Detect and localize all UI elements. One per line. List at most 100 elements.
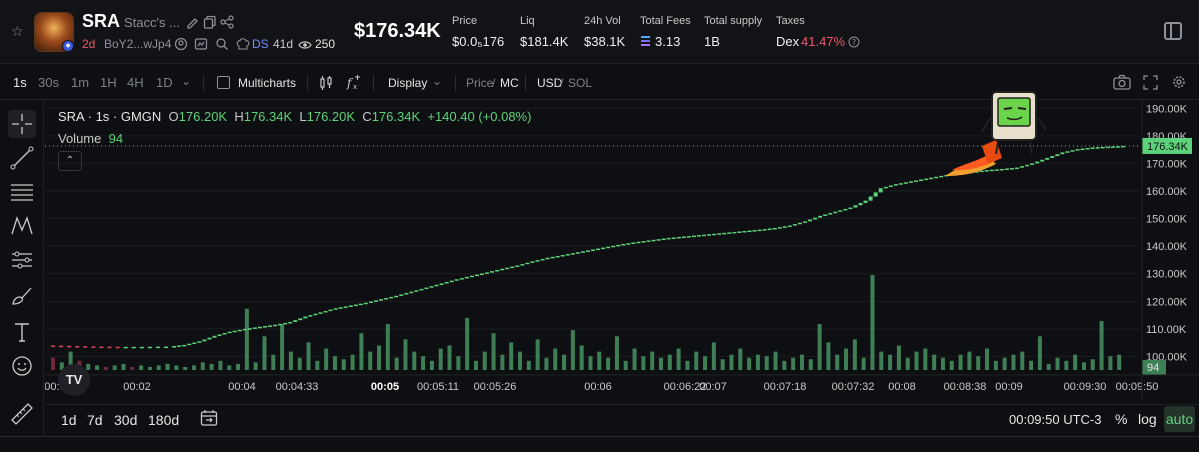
timeframe-4h[interactable]: 4H xyxy=(127,75,144,90)
price-chart[interactable]: 190.00K180.00K170.00K160.00K150.00K140.0… xyxy=(45,100,1199,400)
layout-toggle-icon[interactable] xyxy=(1164,22,1182,40)
timeframe-more-chevron-icon[interactable]: ⌄ xyxy=(181,74,192,88)
volume-bar xyxy=(1046,363,1051,370)
volume-bar xyxy=(200,362,205,370)
svg-text:x: x xyxy=(353,83,357,91)
volume-bar xyxy=(650,351,655,370)
display-dropdown[interactable]: Display xyxy=(388,76,428,90)
text-tool[interactable] xyxy=(8,318,36,346)
range-30d[interactable]: 30d xyxy=(114,412,138,428)
candle xyxy=(661,238,666,241)
ruler-tool[interactable] xyxy=(8,400,36,428)
trendline-tool[interactable] xyxy=(8,144,36,172)
multicharts-checkbox[interactable] xyxy=(217,76,230,89)
sol-toggle[interactable]: SOL xyxy=(568,76,593,90)
user-icon[interactable] xyxy=(174,37,188,51)
timeframe-30s[interactable]: 30s xyxy=(38,75,59,90)
chart-post-icon[interactable] xyxy=(194,37,208,51)
candle xyxy=(389,296,394,299)
chef-hat-icon[interactable] xyxy=(236,37,250,51)
candle xyxy=(621,243,626,246)
measure-tool[interactable] xyxy=(8,246,36,274)
price-toggle[interactable]: Price xyxy=(466,76,494,90)
candle xyxy=(510,266,515,269)
candle xyxy=(1025,164,1030,167)
help-icon[interactable]: ? xyxy=(848,36,860,48)
range-7d[interactable]: 7d xyxy=(87,412,103,428)
candle xyxy=(934,176,939,179)
mc-toggle[interactable]: MC xyxy=(500,76,519,90)
volume-bar xyxy=(280,324,285,370)
candle xyxy=(580,251,585,253)
timeframe-1m[interactable]: 1m xyxy=(71,75,90,90)
candle xyxy=(712,233,717,236)
market-cap: $176.34K xyxy=(354,20,441,42)
volume-bar xyxy=(799,354,804,370)
chain-badge-icon: ◆ xyxy=(62,40,74,52)
usd-toggle[interactable]: USD xyxy=(537,76,563,90)
candle xyxy=(828,213,833,215)
fib-tool[interactable] xyxy=(8,178,36,206)
candle xyxy=(252,327,257,329)
range-1d[interactable]: 1d xyxy=(61,412,77,428)
candle xyxy=(1050,156,1055,158)
copy-icon[interactable] xyxy=(203,15,217,29)
display-chevron-icon[interactable]: ⌄ xyxy=(432,74,443,88)
volume-bar xyxy=(967,351,972,370)
share-icon[interactable] xyxy=(220,15,234,29)
candle xyxy=(1060,152,1065,155)
candle xyxy=(343,306,348,308)
edit-icon[interactable] xyxy=(186,15,200,29)
settings-gear-icon[interactable] xyxy=(1171,74,1187,90)
candle xyxy=(172,346,177,348)
volume-bar xyxy=(518,351,523,370)
crosshair-tool[interactable] xyxy=(8,110,36,138)
candle xyxy=(237,329,242,332)
log-scale-toggle[interactable]: log xyxy=(1138,411,1157,427)
candle xyxy=(722,232,727,235)
panel-resize-handle[interactable] xyxy=(0,436,1199,452)
token-address[interactable]: BoY2...wJp4 xyxy=(104,37,172,51)
candle xyxy=(545,257,550,260)
range-180d[interactable]: 180d xyxy=(148,412,180,428)
stat-price-value: $0.0₅176 xyxy=(452,34,505,49)
expand-icon[interactable] xyxy=(1143,75,1158,90)
search-icon[interactable] xyxy=(215,37,229,51)
camera-icon[interactable] xyxy=(1113,74,1131,90)
pattern-tool[interactable] xyxy=(8,212,36,240)
volume-bar xyxy=(332,356,337,370)
brush-tool[interactable] xyxy=(8,282,36,310)
volume-bar xyxy=(570,330,575,370)
x-tick-label: 00:02 xyxy=(123,381,151,393)
candle xyxy=(283,322,288,325)
candles-icon[interactable] xyxy=(318,75,334,91)
volume-bar xyxy=(51,357,55,370)
percent-scale-toggle[interactable]: % xyxy=(1115,411,1128,427)
timeframe-1d[interactable]: 1D xyxy=(156,75,173,90)
volume-bar xyxy=(500,354,505,370)
candle xyxy=(202,339,207,342)
volume-bar xyxy=(949,360,954,370)
collapse-legend-button[interactable]: ⌃ xyxy=(58,151,82,171)
indicators-icon[interactable]: f x xyxy=(346,75,362,91)
volume-bar xyxy=(509,342,514,370)
candle xyxy=(177,345,182,347)
dexscreener-label[interactable]: DS xyxy=(252,37,269,51)
clock-timezone[interactable]: 00:09:50 UTC-3 xyxy=(1009,412,1102,427)
volume-bar xyxy=(562,354,567,370)
legend-open-value: 176.20K xyxy=(178,109,228,124)
star-icon[interactable]: ☆ xyxy=(11,23,24,39)
candle xyxy=(505,267,510,270)
candle xyxy=(979,170,984,173)
auto-scale-toggle[interactable]: auto xyxy=(1164,406,1195,432)
candle xyxy=(439,283,444,285)
token-header: ☆ ◆ SRA Stacc's ... 2d BoY2...wJp4 DS 41… xyxy=(0,0,1199,64)
candle xyxy=(843,208,848,211)
candle xyxy=(772,227,777,230)
volume-bar xyxy=(553,348,558,370)
timeframe-1h[interactable]: 1H xyxy=(100,75,117,90)
candle xyxy=(293,320,298,323)
calendar-goto-icon[interactable] xyxy=(200,409,218,427)
emoji-tool[interactable] xyxy=(8,352,36,380)
timeframe-1s[interactable]: 1s xyxy=(13,75,27,90)
